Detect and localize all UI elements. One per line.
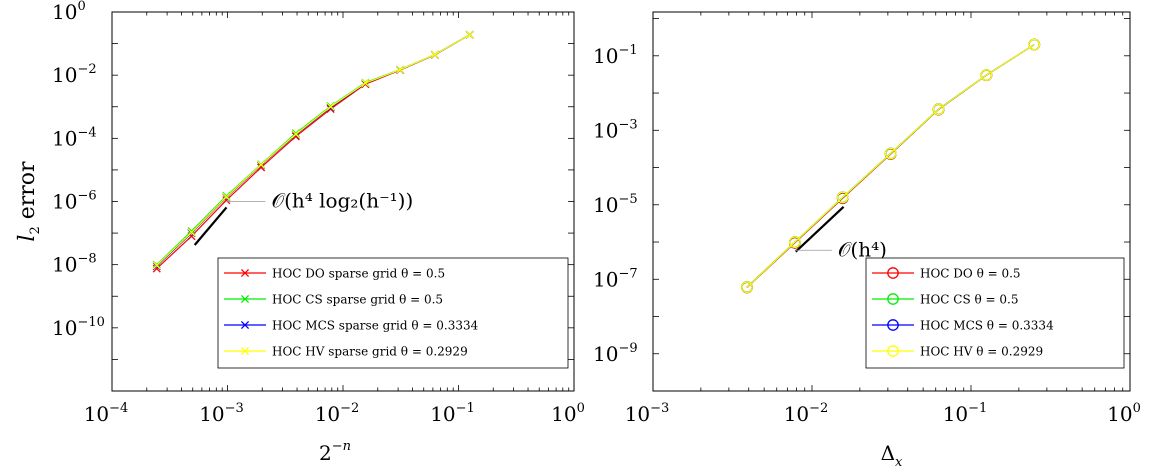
data-point [980,69,993,81]
legend-item: HOC CS sparse grid θ = 0.5 [224,293,443,307]
y-tick-label: 100 [52,0,86,24]
legend-item: HOC DO sparse grid θ = 0.5 [224,267,445,281]
data-point [152,261,161,270]
reference-label: 𝒪(h⁴ log₂(h⁻¹)) [271,189,413,213]
y-ticks [112,11,574,392]
y-tick-label: 10−10 [52,315,105,340]
reference-label: 𝒪(h⁴) [838,237,887,261]
chart-1: 10−4 10−3 10−2 10−1 100 10−10 10−8 10−6 10−4 10−2… [15,0,585,465]
y-tick-label: 10−9 [593,341,638,366]
legend-swatch-marker [887,345,899,357]
legend-swatch-marker [887,267,899,279]
x-tick-label: 10−2 [315,401,360,426]
data-point [257,160,266,169]
series-line [746,44,1035,288]
plot-frame [652,11,1131,392]
data-point [326,102,335,111]
legend-label: HOC DO θ = 0.5 [920,267,1021,281]
y-tick-label: 10−7 [593,266,638,291]
y-axis-title: l2 error [15,161,43,242]
data-point [884,147,897,160]
x-tick-label: 10−4 [84,401,129,426]
series-line [746,44,1035,288]
x-axis-title: 2−n [319,439,351,465]
legend-item: HOC HV θ = 0.2929 [872,345,1043,359]
data-point [222,191,231,200]
legend-swatch-marker [240,320,250,330]
data-point [396,65,405,74]
data-point [430,50,439,59]
x-tick-label: 10−1 [430,401,475,426]
y-tick-label: 10−6 [52,189,97,214]
data-point [187,227,196,236]
legend-item: HOC HV sparse grid θ = 0.2929 [224,345,468,359]
legend-label: HOC MCS θ = 0.3334 [920,319,1054,333]
data-point [932,103,945,116]
legend-label: HOC DO sparse grid θ = 0.5 [272,267,445,281]
legend-label: HOC MCS sparse grid θ = 0.3334 [272,319,479,333]
reference-slope-line [794,206,845,253]
x-tick-label: 10−3 [625,401,670,426]
legend-item: HOC DO θ = 0.5 [872,267,1021,281]
legend-swatch-marker [887,293,899,305]
legend-label: HOC CS θ = 0.5 [920,293,1019,307]
data-point [1028,38,1041,51]
legend-label: HOC HV θ = 0.2929 [920,345,1043,359]
legend: HOC DO sparse grid θ = 0.5 HOC CS sparse … [217,257,569,369]
x-tick-label: 100 [1107,401,1141,426]
legend-box [217,257,569,369]
y-tick-label: 10−4 [52,125,97,150]
y-tick-label: 10−5 [593,192,638,217]
legend-item: HOC MCS θ = 0.3334 [872,319,1054,333]
series-line [746,44,1035,288]
series-4 [741,38,1041,294]
x-ticks [652,12,1124,391]
y-tick-label: 10−1 [593,43,638,68]
series-3 [741,38,1041,294]
data-point [291,130,300,139]
data-point [836,191,849,204]
reference-slope-line [193,206,228,246]
series-1 [741,38,1041,294]
series-line [746,44,1035,288]
legend-swatch-marker [240,294,250,304]
x-tick-label: 10−3 [199,401,244,426]
data-point [788,236,801,249]
legend-box [865,257,1125,369]
series-line [156,34,470,266]
data-point [741,281,753,294]
data-point [187,228,196,237]
series-2 [741,38,1041,293]
y-tick-label: 10−2 [52,62,97,87]
legend-label: HOC CS sparse grid θ = 0.5 [272,293,443,307]
data-point [465,30,474,39]
legend-swatch-marker [240,346,250,356]
y-tick-label: 10−8 [52,252,97,277]
data-point [291,132,300,141]
x-ticks [111,12,570,391]
legend-swatch-marker [887,319,899,331]
x-tick-label: 10−1 [943,401,988,426]
legend-item: HOC MCS sparse grid θ = 0.3334 [224,319,479,333]
legend-label: HOC HV sparse grid θ = 0.2929 [272,345,468,359]
series-3 [152,30,474,271]
data-point [222,192,231,201]
x-tick-label: 10−2 [784,401,829,426]
legend-item: HOC CS θ = 0.5 [872,293,1019,307]
data-point [361,79,370,88]
x-tick-label: 100 [551,401,585,426]
series-line [156,34,470,267]
y-ticks [653,18,1130,392]
series-4 [152,30,474,270]
chart-2: 10−3 10−2 10−1 100 10−9 10−7 10−5 10−3 10−1 Δx 𝒪(h… [593,11,1141,469]
data-point [257,163,266,172]
x-axis-title: Δx [881,441,903,469]
y-tick-label: 10−3 [593,117,638,142]
series-2 [152,30,474,269]
legend-swatch-marker [240,268,250,278]
legend: HOC DO θ = 0.5 HOC CS θ = 0.5 HOC MCS θ = … [865,257,1125,369]
data-point [326,104,335,114]
series-line [156,34,470,266]
